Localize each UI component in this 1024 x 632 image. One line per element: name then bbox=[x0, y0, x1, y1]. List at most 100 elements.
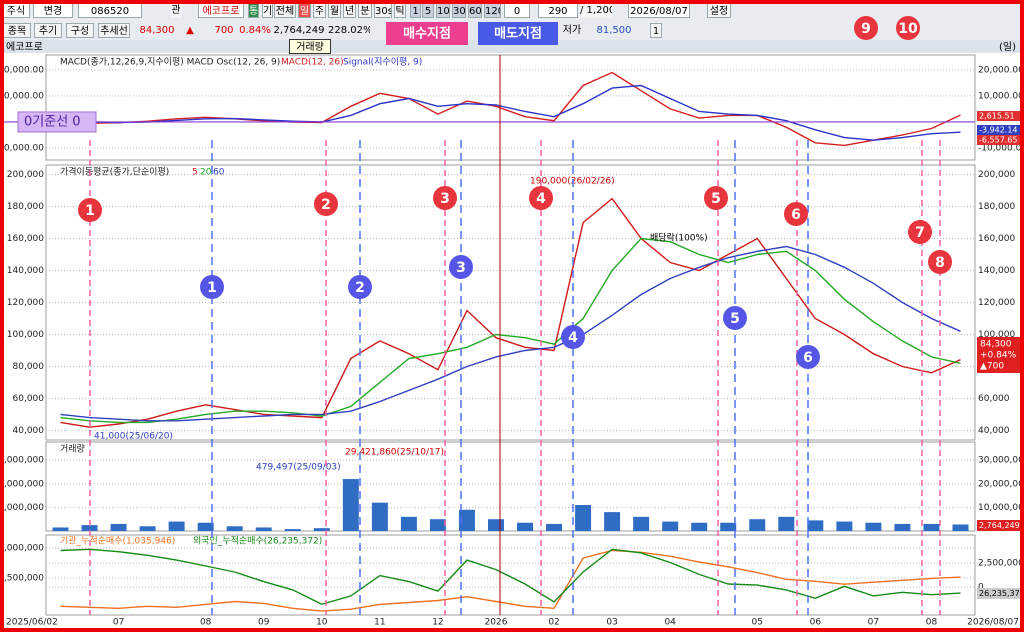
x-tick-label: 03 bbox=[606, 618, 617, 628]
signal-badge bbox=[908, 220, 932, 244]
y-tick-label: 10,000,000 bbox=[978, 503, 1024, 513]
toolbar-item[interactable]: 주식 bbox=[2, 3, 30, 18]
panel-title: MACD(종가,12,26,9,지수이평) MACD Osc(12, 26, 9… bbox=[60, 57, 280, 68]
y-tick-label: 180,000 bbox=[7, 202, 44, 212]
toolbar-item[interactable]: 주 bbox=[313, 3, 326, 18]
signal-badge bbox=[200, 275, 224, 299]
toolbar-item[interactable]: 30s bbox=[374, 3, 392, 18]
bar bbox=[400, 516, 417, 531]
toolbar-item[interactable]: 120 bbox=[484, 3, 501, 18]
toolbar-item[interactable]: 월 bbox=[328, 3, 341, 18]
buy-legend: 매수지점 bbox=[403, 27, 451, 42]
toolbar-item[interactable]: 290 bbox=[538, 3, 578, 18]
signal-number: 8 bbox=[935, 255, 945, 271]
toolbar-item[interactable]: 10 bbox=[436, 3, 450, 18]
bar bbox=[836, 521, 853, 531]
value-box bbox=[977, 111, 1020, 121]
bar bbox=[633, 516, 650, 531]
signal-number: 4 bbox=[536, 191, 546, 207]
bar bbox=[429, 519, 446, 531]
toolbar-item[interactable]: 1 bbox=[410, 3, 421, 18]
toolbar-item[interactable]: 5 bbox=[422, 3, 434, 18]
toolbar-item: 700 bbox=[214, 25, 234, 36]
header-title: 에코프로 bbox=[6, 41, 43, 53]
annotation: 29,421,860(25/10/17) bbox=[345, 448, 444, 458]
y-tick-label: 60,000 bbox=[978, 394, 1010, 404]
y-tick-label: 40,000 bbox=[978, 426, 1010, 436]
buy-legend-box bbox=[386, 22, 468, 45]
legend-entry: 20 bbox=[200, 168, 212, 178]
bar bbox=[952, 524, 969, 531]
current-price: +0.84% bbox=[980, 351, 1017, 361]
x-tick-label: 2026 bbox=[485, 618, 508, 628]
x-tick-label: 07 bbox=[113, 618, 124, 628]
value-label: 2,764,249 bbox=[979, 521, 1020, 530]
toolbar-item[interactable]: 변경 bbox=[33, 3, 73, 18]
bar bbox=[662, 521, 679, 531]
y-tick-label: -10,000.00 bbox=[978, 144, 1024, 154]
bar bbox=[139, 526, 156, 531]
signal-number: 9 bbox=[861, 21, 871, 37]
header-period: (일) bbox=[999, 41, 1016, 53]
toolbar-item[interactable]: 추세선 bbox=[98, 23, 130, 38]
bar bbox=[865, 522, 882, 531]
toolbar-item[interactable]: 086520 bbox=[78, 3, 142, 18]
toolbar-item[interactable]: 틱 bbox=[394, 3, 406, 18]
y-tick-label: 100,000 bbox=[978, 330, 1015, 340]
toolbar-item[interactable]: 설정 bbox=[707, 3, 731, 18]
bar bbox=[778, 516, 795, 531]
bar bbox=[691, 522, 708, 531]
signal-badge bbox=[348, 275, 372, 299]
toolbar-item[interactable]: 일 bbox=[298, 3, 311, 18]
toolbar-item[interactable]: 분 bbox=[358, 3, 372, 18]
toolbar-item[interactable]: 통 bbox=[248, 3, 259, 18]
y-tick-label: 140,000 bbox=[978, 266, 1015, 276]
bar bbox=[226, 526, 243, 531]
toolbar-item[interactable]: 추기 bbox=[34, 23, 62, 38]
toolbar-item: 0.84% bbox=[239, 25, 271, 36]
value-label: -6,557.65 bbox=[979, 136, 1018, 145]
sell-legend: 매도지점 bbox=[494, 27, 542, 42]
signal-badge bbox=[723, 306, 747, 330]
signal-badge bbox=[854, 16, 878, 40]
x-tick-label: 07 bbox=[868, 618, 879, 628]
signal-badge bbox=[561, 325, 585, 349]
toolbar-item[interactable]: 0 bbox=[504, 3, 530, 18]
toolbar-item[interactable]: 2026/08/07 bbox=[628, 3, 690, 18]
legend-entry: 기관_누적순매수(1,035,946) bbox=[60, 535, 175, 547]
y-tick-label: 20,000,000 bbox=[978, 479, 1024, 489]
toolbar-item[interactable]: 에코프로 bbox=[198, 3, 244, 18]
toolbar-item: 84,300 bbox=[139, 25, 175, 36]
toolbar-item: 저가 bbox=[562, 25, 582, 36]
signal-number: 7 bbox=[915, 225, 925, 241]
signal-number: 3 bbox=[440, 191, 450, 207]
toolbar-item[interactable]: 년 bbox=[343, 3, 356, 18]
y-tick-label: 20,000.00 bbox=[0, 65, 44, 75]
signal-number: 4 bbox=[568, 330, 578, 346]
signal-number: 5 bbox=[711, 191, 721, 207]
toolbar-item[interactable]: 1 bbox=[650, 23, 662, 38]
toolbar-item[interactable]: 기 bbox=[262, 3, 273, 18]
toolbar-item[interactable]: 구성 bbox=[66, 23, 94, 38]
x-tick-label: 12 bbox=[432, 618, 443, 628]
panel-bg bbox=[45, 54, 976, 161]
panel-title: 거래량 bbox=[60, 443, 85, 455]
bar bbox=[52, 527, 69, 531]
bar bbox=[81, 525, 98, 531]
current-price-box bbox=[977, 337, 1020, 373]
bar bbox=[168, 521, 185, 531]
bar bbox=[458, 509, 475, 531]
toolbar-item[interactable]: 종목 bbox=[3, 23, 31, 38]
toolbar-item[interactable]: 전체 bbox=[274, 3, 296, 18]
signal-number: 6 bbox=[791, 207, 801, 223]
toolbar-item[interactable]: 30 bbox=[452, 3, 466, 18]
toolbar-item[interactable]: 60 bbox=[468, 3, 482, 18]
zero-label-box bbox=[17, 111, 97, 133]
x-tick-label: 05 bbox=[752, 618, 763, 628]
annotation: 479,497(25/09/03) bbox=[256, 463, 341, 473]
y-tick-label: 27,500,000 bbox=[0, 573, 44, 583]
x-tick-label: 08 bbox=[926, 618, 938, 628]
signal-badge bbox=[78, 198, 102, 222]
